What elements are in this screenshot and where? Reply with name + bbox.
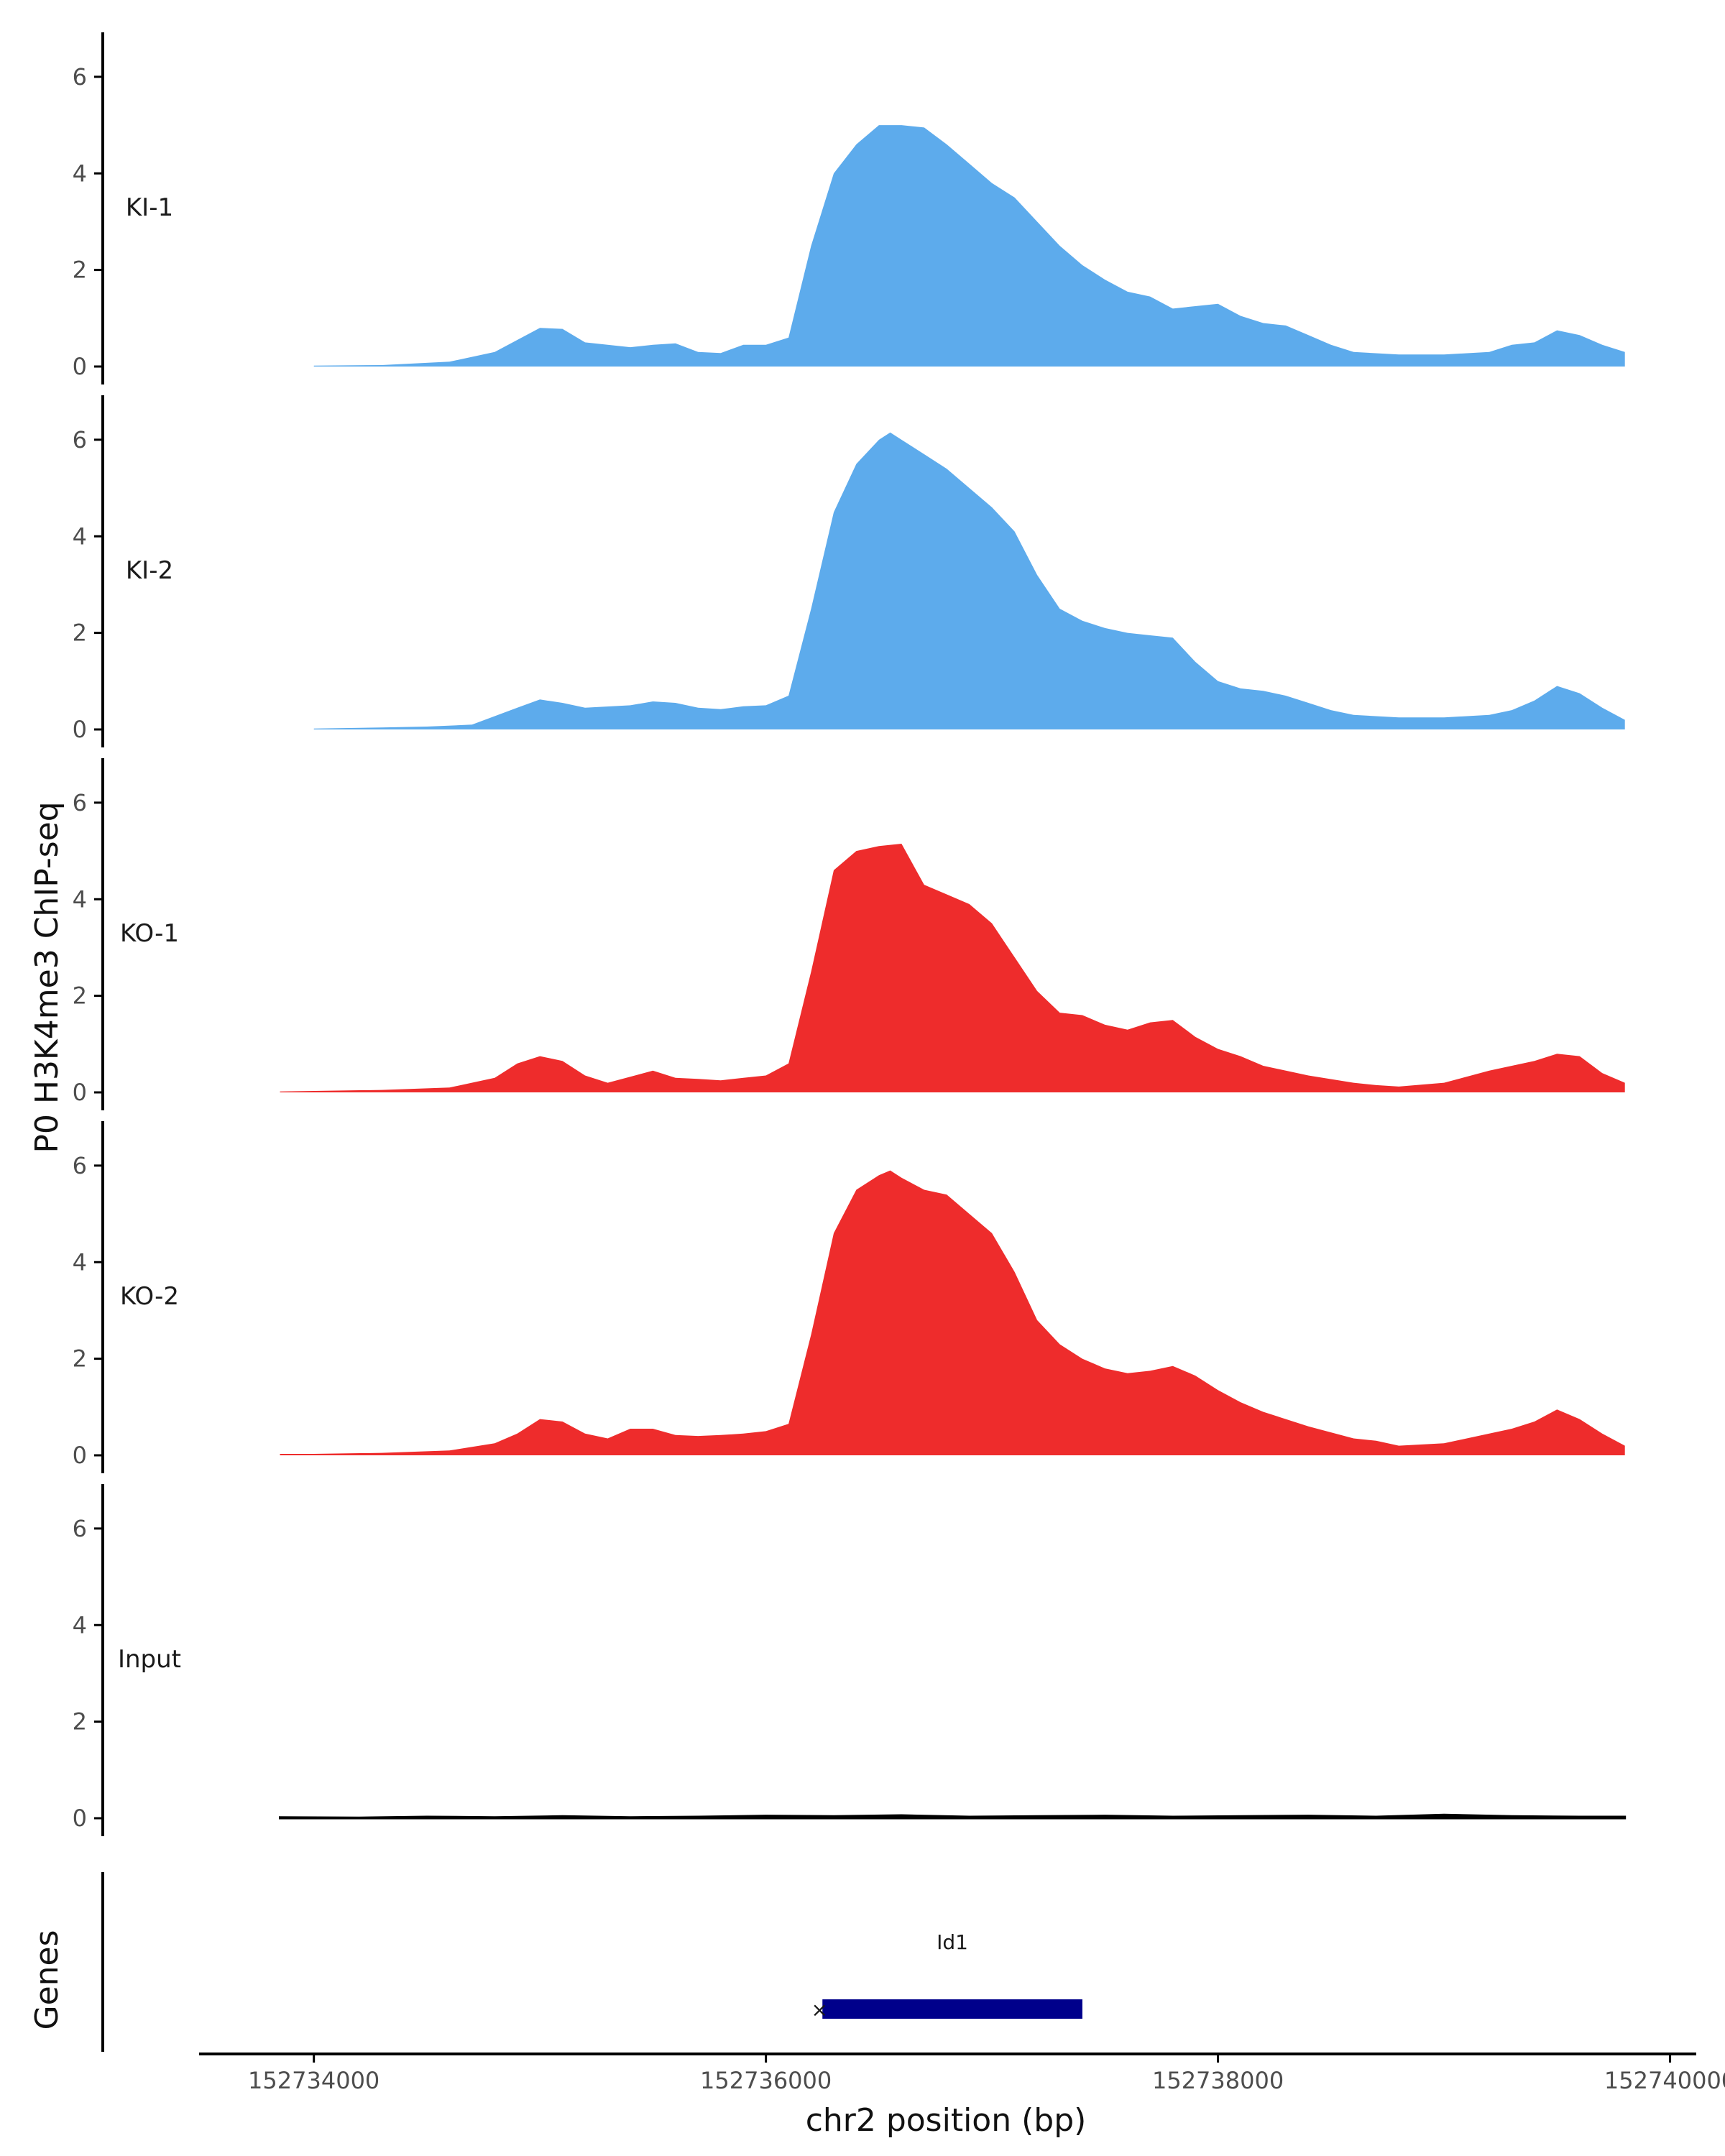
y-tick-label: 6: [73, 1515, 87, 1542]
track-label: Input: [118, 1645, 181, 1674]
gene-track: × Id1: [101, 1872, 1082, 2052]
y-tick-label: 2: [73, 982, 87, 1010]
gene-body-id1: [822, 1999, 1082, 2019]
track-ko-2: 0 2 4 6 KO-2: [73, 1121, 1625, 1473]
y-tick-label: 4: [73, 1611, 87, 1639]
y-tick-label: 0: [73, 1442, 87, 1469]
x-tick-label: 152734000: [248, 2067, 380, 2094]
coverage-area-ki-1: [313, 125, 1625, 367]
y-tick-label: 0: [73, 1079, 87, 1106]
track-ko-1: 0 2 4 6 KO-1: [73, 758, 1625, 1110]
y-tick-label: 4: [73, 1248, 87, 1276]
coverage-tracks: 0 2 4 6 KI-1 0 2 4 6 KI-2 0 2 4 6 KO-1 0 2 4 6 KO-2 0 2 4 6 Inpu…: [73, 32, 1627, 1836]
track-ki-1: 0 2 4 6 KI-1: [73, 32, 1625, 384]
y-tick-label: 6: [73, 1152, 87, 1179]
y-tick-label: 6: [73, 426, 87, 453]
x-tick-label: 152736000: [700, 2067, 832, 2094]
y-tick-label: 6: [73, 63, 87, 91]
x-tick-label: 152738000: [1152, 2067, 1284, 2094]
x-axis-title: chr2 position (bp): [806, 2102, 1087, 2139]
coverage-area-ko-1: [280, 844, 1625, 1092]
coverage-area-ko-2: [280, 1170, 1625, 1455]
y-tick-label: 4: [73, 885, 87, 913]
y-tick-label: 0: [73, 353, 87, 380]
track-input: 0 2 4 6 Input: [73, 1484, 1627, 1836]
track-label: KI-1: [126, 193, 173, 222]
gene-label: Id1: [937, 1930, 968, 1954]
y-tick-label: 4: [73, 160, 87, 187]
y-tick-label: 6: [73, 789, 87, 816]
y-tick-label: 2: [73, 257, 87, 284]
genes-axis-title: Genes: [29, 1930, 65, 2030]
y-tick-label: 0: [73, 1805, 87, 1832]
gene-strand-mark: ×: [811, 1998, 828, 2022]
coverage-area-ki-2: [313, 432, 1625, 729]
y-tick-label: 2: [73, 619, 87, 647]
x-axis: 152734000 152736000 152738000 152740000: [199, 2053, 1725, 2094]
y-axis-title: P0 H3K4me3 ChIP-seq: [29, 801, 65, 1153]
track-ki-2: 0 2 4 6 KI-2: [73, 395, 1625, 747]
y-tick-label: 4: [73, 522, 87, 550]
y-tick-label: 2: [73, 1345, 87, 1373]
y-tick-label: 2: [73, 1708, 87, 1736]
track-label: KI-2: [126, 556, 173, 585]
track-label: KO-2: [120, 1282, 179, 1311]
coverage-area-input: [279, 1813, 1627, 1820]
y-tick-label: 0: [73, 716, 87, 743]
x-tick-label: 152740000: [1604, 2067, 1725, 2094]
track-label: KO-1: [120, 919, 179, 948]
